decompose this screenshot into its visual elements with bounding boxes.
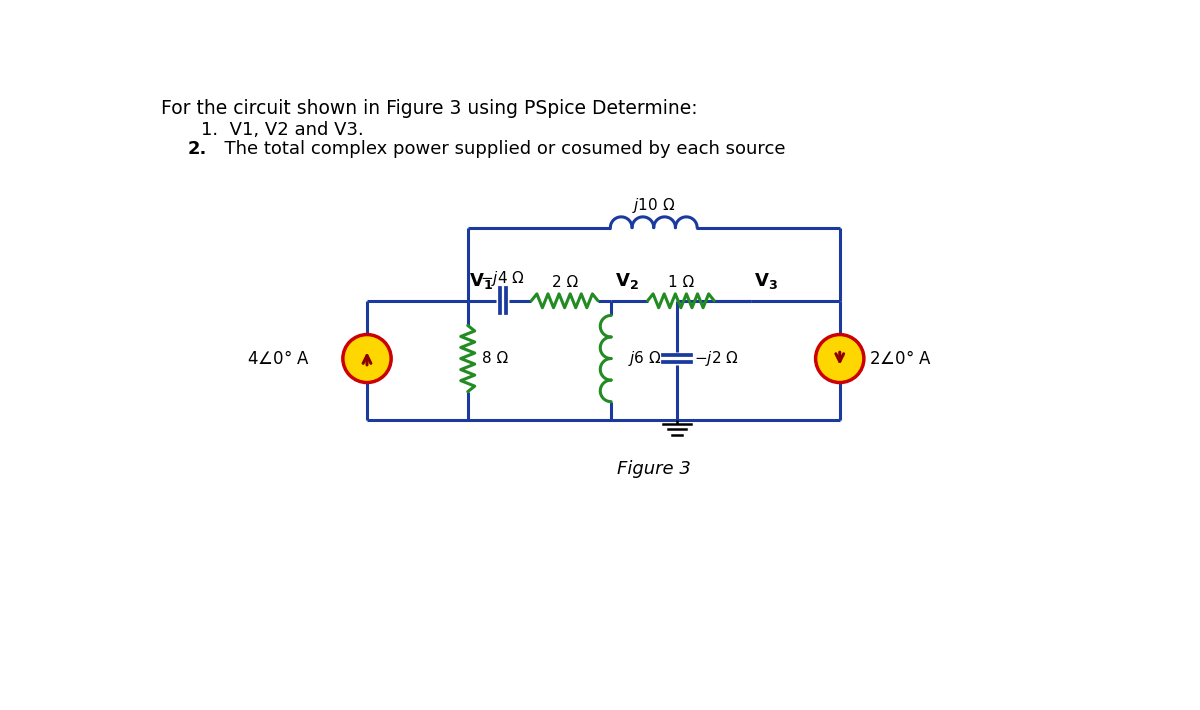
Text: 2$\angle$0° A: 2$\angle$0° A [869, 349, 932, 368]
Circle shape [815, 334, 865, 383]
Text: The total complex power supplied or cosumed by each source: The total complex power supplied or cosu… [214, 140, 786, 158]
Text: 1.  V1, V2 and V3.: 1. V1, V2 and V3. [202, 121, 364, 138]
Text: $\mathbf{V_3}$: $\mathbf{V_3}$ [755, 271, 779, 291]
Circle shape [346, 337, 389, 380]
Text: 8 Ω: 8 Ω [481, 351, 508, 366]
Text: $-j$4 Ω: $-j$4 Ω [480, 270, 524, 288]
Text: 4$\angle$0° A: 4$\angle$0° A [247, 349, 310, 368]
Circle shape [342, 334, 392, 383]
Text: $j$6 Ω: $j$6 Ω [628, 349, 662, 368]
Text: 2.: 2. [187, 140, 206, 158]
Text: $\mathbf{V_1}$: $\mathbf{V_1}$ [469, 271, 493, 291]
Circle shape [818, 337, 862, 380]
Text: 1 Ω: 1 Ω [667, 275, 694, 290]
Text: $\mathbf{V_2}$: $\mathbf{V_2}$ [616, 271, 638, 291]
Text: $-j$2 Ω: $-j$2 Ω [694, 349, 739, 368]
Text: $j$10 Ω: $j$10 Ω [632, 195, 676, 214]
Text: Figure 3: Figure 3 [617, 460, 691, 479]
Text: For the circuit shown in Figure 3 using PSpice Determine:: For the circuit shown in Figure 3 using … [161, 99, 697, 118]
Text: 2 Ω: 2 Ω [552, 275, 577, 290]
